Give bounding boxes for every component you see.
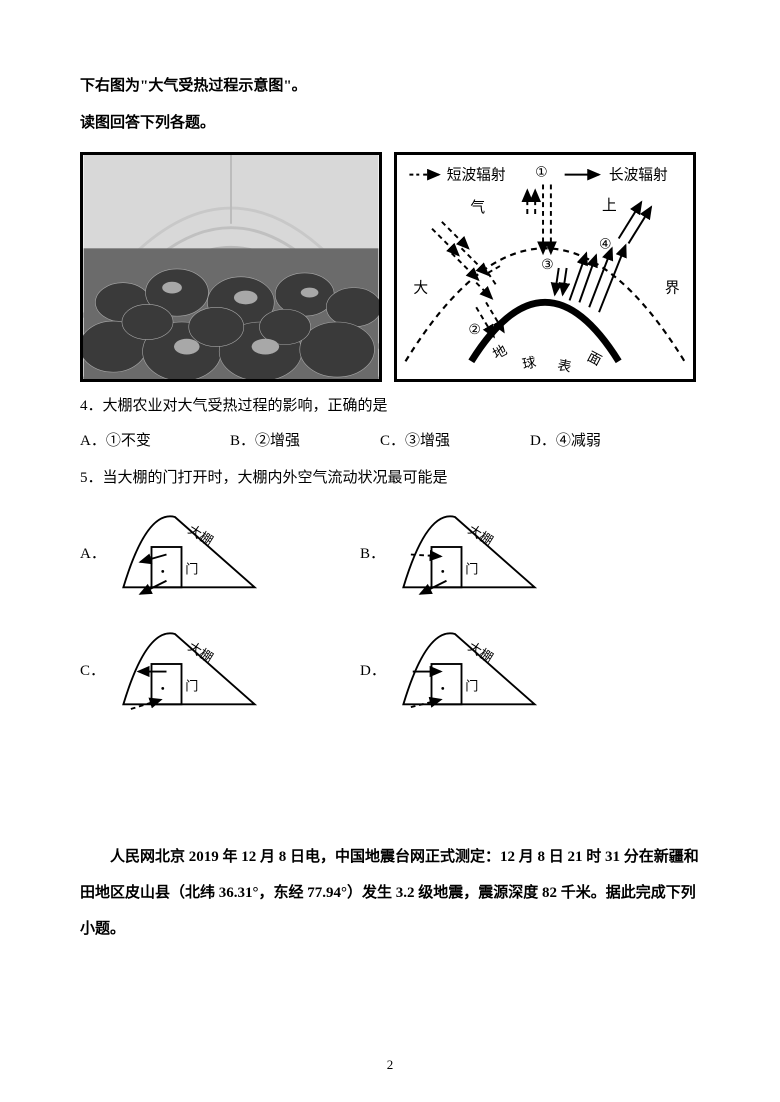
q4-option-b: B．②增强: [230, 425, 380, 458]
q4-option-a: A．①不变: [80, 425, 230, 458]
q5-option-b-label: B．: [360, 538, 386, 571]
svg-text:大棚: 大棚: [466, 522, 496, 549]
label-da: 大: [413, 280, 428, 297]
figures-row: 短波辐射 ① 长波辐射: [80, 152, 700, 382]
q4-options: A．①不变 B．②增强 C．③增强 D．④减弱: [80, 425, 700, 458]
q4-stem: 4．大棚农业对大气受热过程的影响，正确的是: [80, 390, 700, 423]
legend-shortwave-label: 短波辐射: [447, 167, 506, 184]
q5-diagram-a: 大棚 门: [114, 507, 264, 602]
q5-diagram-c: 大棚 门: [114, 624, 264, 719]
label-num-1: ①: [535, 165, 547, 180]
q5-option-c-label: C．: [80, 655, 106, 688]
label-num-4: ④: [599, 236, 611, 251]
q5-stem: 5．当大棚的门打开时，大棚内外空气流动状况最可能是: [80, 462, 700, 495]
label-shang: 上: [602, 197, 617, 214]
q4-option-d: D．④减弱: [530, 425, 680, 458]
label-num-3: ③: [541, 257, 553, 272]
atmosphere-heating-diagram: 短波辐射 ① 长波辐射: [394, 152, 696, 382]
page-number: 2: [0, 1051, 780, 1080]
label-qi: 气: [470, 199, 485, 216]
intro-line-1: 下右图为"大气受热过程示意图"。: [80, 70, 700, 103]
svg-text:大棚: 大棚: [186, 522, 216, 549]
svg-text:大棚: 大棚: [466, 639, 496, 666]
q5-option-d-label: D．: [360, 655, 386, 688]
context-paragraph: 人民网北京 2019 年 12 月 8 日电，中国地震台网正式测定：12 月 8…: [80, 839, 700, 947]
q4-option-c: C．③增强: [380, 425, 530, 458]
greenhouse-photo: [80, 152, 382, 382]
q5-diagram-b: 大棚 门: [394, 507, 544, 602]
q5-option-a-label: A．: [80, 538, 106, 571]
svg-text:门: 门: [465, 678, 478, 693]
svg-text:大棚: 大棚: [186, 639, 216, 666]
q5-options: A． 大棚 门 B． 大棚 门: [80, 507, 700, 719]
label-jie: 界: [665, 281, 680, 297]
legend-longwave-label: 长波辐射: [609, 167, 668, 184]
intro-line-2: 读图回答下列各题。: [80, 107, 700, 140]
svg-text:门: 门: [465, 561, 478, 576]
svg-text:门: 门: [185, 678, 198, 693]
label-num-2: ②: [468, 322, 480, 337]
svg-text:门: 门: [185, 561, 198, 576]
q5-diagram-d: 大棚 门: [394, 624, 544, 719]
